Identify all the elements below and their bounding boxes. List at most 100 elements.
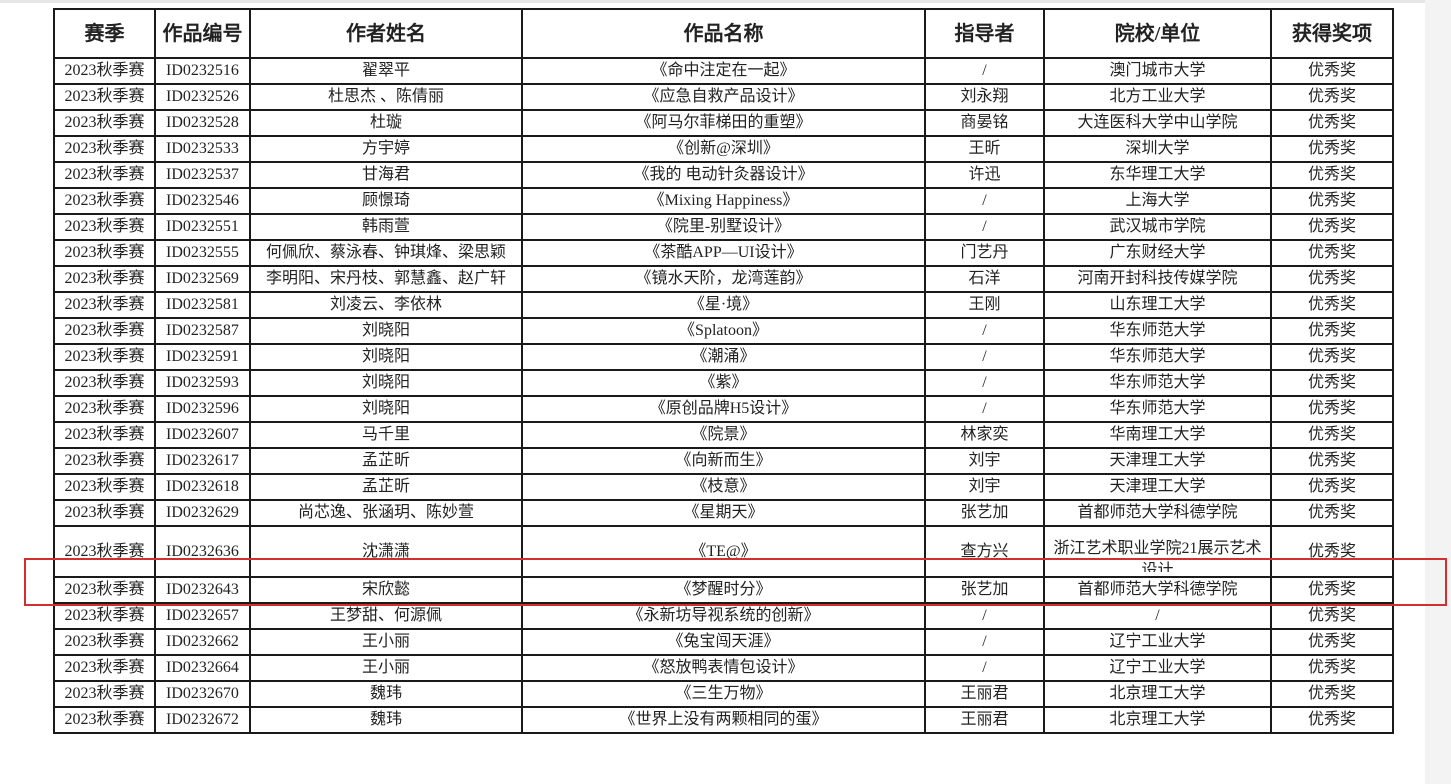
cell-work-id: ID0232591 [154, 343, 251, 371]
cell-work-id: ID0232672 [154, 706, 251, 734]
cell-author: 甘海君 [249, 161, 523, 189]
cell-institution: 首都师范大学科德学院 [1043, 576, 1272, 604]
cell-institution: 天津理工大学 [1043, 447, 1272, 475]
cell-work-title: 《永新坊导视系统的创新》 [521, 602, 926, 630]
cell-season: 2023秋季赛 [53, 421, 156, 449]
cell-work-title: 《紫》 [521, 369, 926, 397]
cell-author: 刘晓阳 [249, 317, 523, 345]
cell-season: 2023秋季赛 [53, 161, 156, 189]
header-season: 赛季 [53, 8, 156, 59]
cell-institution: 北京理工大学 [1043, 706, 1272, 734]
cell-advisor: 刘宇 [924, 473, 1045, 501]
table-row: 2023秋季赛 ID0232526 杜思杰 、陈倩丽 《应急自救产品设计》 刘永翔 北方工… [53, 83, 1394, 111]
cell-author: 何佩欣、蔡泳春、钟琪烽、梁思颖 [249, 239, 523, 267]
cell-advisor: / [924, 602, 1045, 630]
cell-advisor: 刘宇 [924, 447, 1045, 475]
cell-institution: 浙江艺术职业学院21展示艺术设计 [1043, 525, 1272, 578]
table-row: 2023秋季赛 ID0232569 李明阳、宋丹枝、郭慧鑫、赵广轩 《镜水天阶，龙湾莲… [53, 265, 1394, 293]
header-row: 赛季 作品编号 作者姓名 作品名称 指导者 院校/单位 获得奖项 [53, 8, 1394, 59]
cell-work-title: 《Mixing Happiness》 [521, 187, 926, 215]
cell-season: 2023秋季赛 [53, 239, 156, 267]
cell-advisor: 王丽君 [924, 680, 1045, 708]
cell-advisor: 门艺丹 [924, 239, 1045, 267]
cell-author: 沈潇潇 [249, 525, 523, 578]
cell-work-id: ID0232516 [154, 57, 251, 85]
table-row: 2023秋季赛 ID0232670 魏玮 《三生万物》 王丽君 北京理工大学 优秀奖 [53, 680, 1394, 708]
cell-advisor: / [924, 213, 1045, 241]
cell-institution: 河南开封科技传媒学院 [1043, 265, 1272, 293]
table-row: 2023秋季赛 ID0232672 魏玮 《世界上没有两颗相同的蛋》 王丽君 北京理工大学… [53, 706, 1394, 734]
cell-award: 优秀奖 [1270, 135, 1394, 163]
table-row: 2023秋季赛 ID0232555 何佩欣、蔡泳春、钟琪烽、梁思颖 《茶酷APP—UI… [53, 239, 1394, 267]
cell-author: 李明阳、宋丹枝、郭慧鑫、赵广轩 [249, 265, 523, 293]
cell-award: 优秀奖 [1270, 654, 1394, 682]
table-row: 2023秋季赛 ID0232618 孟芷昕 《枝意》 刘宇 天津理工大学 优秀奖 [53, 473, 1394, 501]
cell-work-title: 《潮涌》 [521, 343, 926, 371]
cell-season: 2023秋季赛 [53, 291, 156, 319]
cell-work-title: 《我的 电动针灸器设计》 [521, 161, 926, 189]
cell-advisor: / [924, 187, 1045, 215]
table-row: 2023秋季赛 ID0232537 甘海君 《我的 电动针灸器设计》 许迅 东华理工大学优… [53, 161, 1394, 189]
cell-institution: 华东师范大学 [1043, 395, 1272, 423]
cell-institution: 深圳大学 [1043, 135, 1272, 163]
cell-work-id: ID0232643 [154, 576, 251, 604]
awards-table: 赛季 作品编号 作者姓名 作品名称 指导者 院校/单位 获得奖项 2023秋季赛… [53, 8, 1394, 734]
cell-season: 2023秋季赛 [53, 473, 156, 501]
cell-advisor: 张艺加 [924, 576, 1045, 604]
cell-author: 孟芷昕 [249, 447, 523, 475]
cell-institution: / [1043, 602, 1272, 630]
cell-award: 优秀奖 [1270, 525, 1394, 578]
cell-author: 刘凌云、李依林 [249, 291, 523, 319]
cell-award: 优秀奖 [1270, 161, 1394, 189]
cell-work-id: ID0232662 [154, 628, 251, 656]
cell-work-title: 《命中注定在一起》 [521, 57, 926, 85]
cell-work-id: ID0232618 [154, 473, 251, 501]
cell-season: 2023秋季赛 [53, 213, 156, 241]
cell-advisor: 王丽君 [924, 706, 1045, 734]
cell-author: 宋欣懿 [249, 576, 523, 604]
cell-award: 优秀奖 [1270, 57, 1394, 85]
cell-award: 优秀奖 [1270, 421, 1394, 449]
cell-work-title: 《TE@》 [521, 525, 926, 578]
cell-institution: 北方工业大学 [1043, 83, 1272, 111]
cell-author: 刘晓阳 [249, 343, 523, 371]
cell-work-title: 《阿马尔菲梯田的重塑》 [521, 109, 926, 137]
table-row: 2023秋季赛 ID0232593 刘晓阳 《紫》 / 华东师范大学 优秀奖 [53, 369, 1394, 397]
cell-author: 王小丽 [249, 654, 523, 682]
cell-advisor: / [924, 369, 1045, 397]
table-row: 2023秋季赛 ID0232587 刘晓阳 《Splatoon》 / 华东师范大学 优秀奖 [53, 317, 1394, 345]
cell-institution: 天津理工大学 [1043, 473, 1272, 501]
cell-advisor: 林家奕 [924, 421, 1045, 449]
cell-award: 优秀奖 [1270, 343, 1394, 371]
cell-author: 翟翠平 [249, 57, 523, 85]
table-row: 2023秋季赛 ID0232662 王小丽 《兔宝闯天涯》 / 辽宁工业大学 优秀奖 [53, 628, 1394, 656]
cell-season: 2023秋季赛 [53, 369, 156, 397]
cell-institution: 武汉城市学院 [1043, 213, 1272, 241]
cell-work-title: 《茶酷APP—UI设计》 [521, 239, 926, 267]
cell-work-title: 《院景》 [521, 421, 926, 449]
cell-institution: 山东理工大学 [1043, 291, 1272, 319]
cell-author: 魏玮 [249, 706, 523, 734]
cell-advisor: 许迅 [924, 161, 1045, 189]
cell-advisor: / [924, 317, 1045, 345]
cell-season: 2023秋季赛 [53, 628, 156, 656]
cell-work-id: ID0232664 [154, 654, 251, 682]
cell-work-id: ID0232526 [154, 83, 251, 111]
cell-author: 韩雨萱 [249, 213, 523, 241]
cell-work-id: ID0232546 [154, 187, 251, 215]
cell-work-title: 《原创品牌H5设计》 [521, 395, 926, 423]
cell-work-id: ID0232587 [154, 317, 251, 345]
cell-work-id: ID0232537 [154, 161, 251, 189]
table-row: 2023秋季赛 ID0232636 沈潇潇 《TE@》 查方兴 浙江艺术职业学院21展示艺… [53, 525, 1394, 578]
cell-award: 优秀奖 [1270, 369, 1394, 397]
cell-award: 优秀奖 [1270, 239, 1394, 267]
table-row: 2023秋季赛 ID0232516 翟翠平 《命中注定在一起》 / 澳门城市大学 优秀奖 [53, 57, 1394, 85]
cell-author: 王梦甜、何源佩 [249, 602, 523, 630]
cell-work-id: ID0232593 [154, 369, 251, 397]
right-margin [1425, 0, 1451, 784]
table-row: 2023秋季赛 ID0232643 宋欣懿 《梦醒时分》 张艺加 首都师范大学科德学院 优秀… [53, 576, 1394, 604]
cell-author: 孟芷昕 [249, 473, 523, 501]
cell-season: 2023秋季赛 [53, 57, 156, 85]
cell-author: 马千里 [249, 421, 523, 449]
cell-season: 2023秋季赛 [53, 525, 156, 578]
